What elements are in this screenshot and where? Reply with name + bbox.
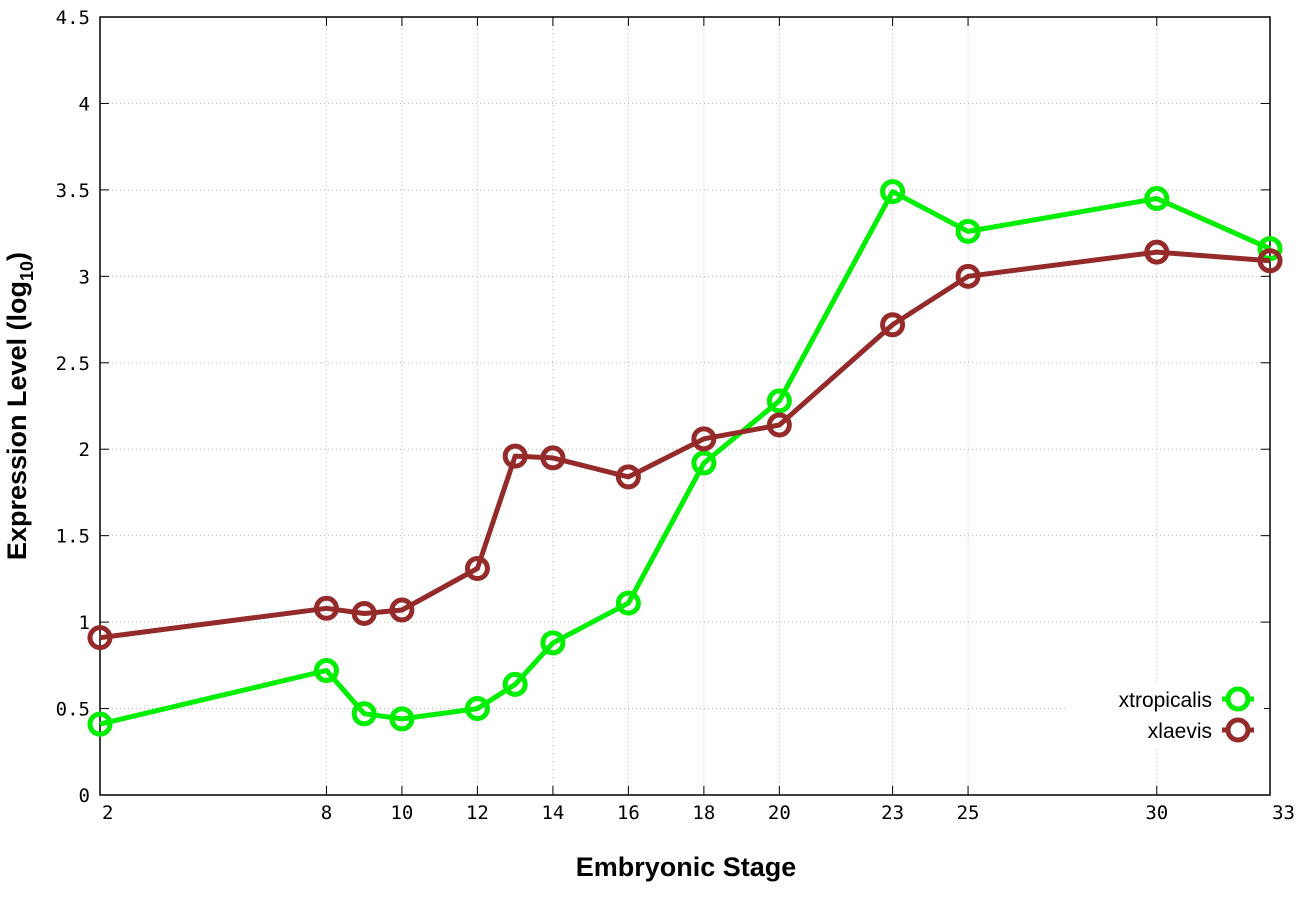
data-point-xtropicalis <box>766 388 792 414</box>
data-point-xlaevis <box>880 312 906 338</box>
y-axis-title: Expression Level (log10) <box>2 252 37 560</box>
data-point-xlaevis <box>87 625 113 651</box>
grid-lines <box>100 17 1270 795</box>
data-point-xtropicalis <box>389 706 415 732</box>
data-point-xlaevis <box>691 426 717 452</box>
y-tick-label: 4 <box>79 93 90 115</box>
data-point-xtropicalis <box>1144 186 1170 212</box>
x-tick-label: 12 <box>466 802 489 824</box>
series-line-xlaevis <box>99 249 1271 641</box>
x-axis-title: Embryonic Stage <box>576 852 797 882</box>
data-point-xtropicalis <box>313 658 339 684</box>
data-point-xtropicalis <box>87 711 113 737</box>
x-tick-label: 2 <box>102 802 113 824</box>
y-axis-title-close: ) <box>2 252 32 261</box>
data-point-xtropicalis <box>691 450 717 476</box>
x-tick-label: 20 <box>768 802 791 824</box>
data-point-xlaevis <box>1257 248 1283 274</box>
data-point-xlaevis <box>502 443 528 469</box>
legend-label-xtropicalis: xtropicalis <box>1119 689 1212 712</box>
legend: xtropicalis xlaevis <box>1068 682 1264 748</box>
y-tick-label: 3.5 <box>56 180 90 202</box>
data-point-xlaevis <box>313 595 339 621</box>
y-axis-title-subscript: 10 <box>17 261 37 281</box>
x-tick-labels: 2 8 10 12 14 16 18 20 23 25 30 33 <box>102 802 1295 824</box>
series-xtropicalis <box>87 179 1283 737</box>
series-xlaevis <box>87 239 1283 651</box>
data-point-xlaevis <box>766 412 792 438</box>
data-point-xtropicalis <box>464 696 490 722</box>
x-tick-label: 33 <box>1272 802 1295 824</box>
x-tick-label: 23 <box>881 802 904 824</box>
legend-swatch-xtropicalis <box>1222 686 1254 712</box>
data-point-xlaevis <box>1144 239 1170 265</box>
x-tick-label: 14 <box>541 802 564 824</box>
plot-frame <box>99 16 1271 796</box>
y-tick-label: 4.5 <box>56 7 90 29</box>
legend-label-xlaevis: xlaevis <box>1148 720 1212 743</box>
y-tick-label: 1 <box>79 612 90 634</box>
y-tick-label: 0.5 <box>56 699 90 721</box>
y-tick-labels: 0 0.5 1 1.5 2 2.5 3 3.5 4 4.5 <box>56 7 90 807</box>
x-tick-label: 25 <box>957 802 980 824</box>
data-point-xtropicalis <box>955 218 981 244</box>
y-axis-title-main: Expression Level (log <box>2 281 32 560</box>
x-tick-label: 18 <box>692 802 715 824</box>
x-tick-label: 30 <box>1145 802 1168 824</box>
x-tick-label: 16 <box>617 802 640 824</box>
legend-swatch-xlaevis <box>1222 717 1254 743</box>
x-tick-label: 8 <box>321 802 332 824</box>
data-point-xlaevis <box>615 464 641 490</box>
axis-ticks <box>99 16 1271 796</box>
data-point-xlaevis <box>389 597 415 623</box>
data-point-xtropicalis <box>880 179 906 205</box>
data-point-xtropicalis <box>615 590 641 616</box>
data-point-xlaevis <box>464 556 490 582</box>
x-tick-label: 10 <box>390 802 413 824</box>
data-point-xlaevis <box>540 445 566 471</box>
y-tick-label: 2 <box>79 439 90 461</box>
data-point-xlaevis <box>955 263 981 289</box>
data-point-xtropicalis <box>351 701 377 727</box>
series-line-xtropicalis <box>99 189 1272 727</box>
y-tick-label: 2.5 <box>56 353 90 375</box>
y-tick-label: 1.5 <box>56 526 90 548</box>
data-point-xlaevis <box>351 600 377 626</box>
data-point-xtropicalis <box>540 630 566 656</box>
y-tick-label: 0 <box>79 785 90 807</box>
series-layer <box>87 179 1283 737</box>
y-tick-label: 3 <box>79 266 90 288</box>
data-point-xtropicalis <box>502 671 528 697</box>
